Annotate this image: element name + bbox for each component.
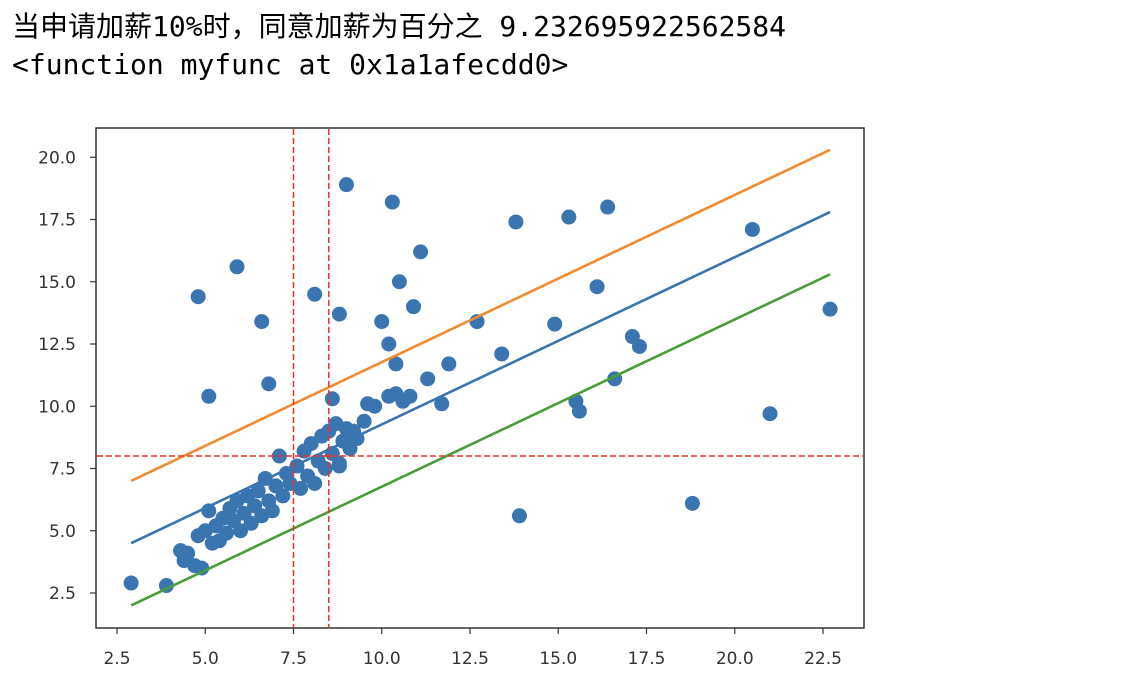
data-point — [243, 515, 259, 531]
data-point — [317, 461, 333, 476]
data-point — [275, 488, 291, 504]
y-tick-label: 2.5 — [49, 584, 76, 604]
data-point — [441, 356, 457, 372]
y-tick-label: 7.5 — [49, 460, 76, 480]
data-point — [402, 388, 418, 404]
data-point — [381, 336, 397, 352]
y-tick-label: 17.5 — [38, 211, 76, 231]
data-point — [494, 346, 510, 362]
output-line-function-repr: <function myfunc at 0x1a1afecdd0> — [12, 48, 569, 81]
data-point — [511, 508, 527, 524]
data-point — [388, 356, 404, 372]
x-tick-label: 10.0 — [363, 649, 401, 669]
data-point — [631, 338, 647, 354]
data-point — [420, 371, 436, 387]
data-point — [356, 413, 372, 429]
data-point — [331, 306, 347, 322]
data-point — [374, 314, 390, 330]
data-point — [264, 503, 280, 519]
data-point — [547, 316, 563, 332]
data-point — [123, 575, 139, 591]
data-point — [303, 436, 319, 452]
y-tick-label: 5.0 — [49, 522, 76, 542]
plot-area — [97, 129, 863, 627]
x-tick-label: 2.5 — [103, 649, 130, 669]
data-point — [261, 376, 277, 392]
x-tick-label: 7.5 — [280, 649, 307, 669]
y-tick-label: 15.0 — [38, 273, 76, 293]
output-line-result: 当申请加薪10%时，同意加薪为百分之 9.232695922562584 — [12, 10, 787, 43]
data-point — [324, 391, 340, 407]
data-point — [218, 525, 234, 541]
y-tick-label: 20.0 — [38, 148, 76, 168]
data-point — [406, 299, 422, 315]
upper-line — [130, 148, 831, 483]
data-point — [762, 406, 778, 422]
data-point — [250, 483, 266, 499]
x-tick-label: 22.5 — [804, 649, 842, 669]
data-point — [589, 279, 605, 295]
x-tick-label: 15.0 — [539, 649, 577, 669]
y-axis: 2.5 5.0 7.5 10.0 12.5 15.0 17.5 20.0 — [38, 148, 96, 604]
data-point — [190, 289, 206, 305]
fit-line — [130, 210, 831, 545]
data-point — [229, 259, 245, 275]
x-tick-label: 17.5 — [628, 649, 666, 669]
lower-line — [130, 273, 831, 607]
data-point — [254, 314, 270, 330]
data-point — [384, 194, 400, 210]
data-point — [391, 274, 407, 290]
axes-frame — [95, 127, 865, 629]
data-point — [201, 388, 217, 404]
y-tick-label: 12.5 — [38, 335, 76, 355]
data-point — [744, 221, 760, 237]
data-point — [233, 523, 249, 539]
data-point — [180, 545, 196, 561]
data-point — [600, 199, 616, 215]
data-point — [367, 398, 383, 414]
x-tick-label: 5.0 — [192, 649, 219, 669]
data-point — [684, 495, 700, 511]
data-point — [293, 480, 309, 496]
data-point — [571, 403, 587, 419]
x-tick-label: 12.5 — [451, 649, 489, 669]
data-point — [307, 286, 323, 302]
data-point — [561, 209, 577, 225]
data-point — [413, 244, 429, 260]
data-point — [822, 301, 838, 317]
x-tick-label: 20.0 — [716, 649, 754, 669]
data-point — [508, 214, 524, 230]
data-point — [194, 560, 210, 576]
data-point — [338, 177, 354, 193]
y-tick-label: 10.0 — [38, 397, 76, 417]
data-point — [434, 396, 450, 412]
data-point — [331, 458, 347, 474]
x-axis: 2.5 5.0 7.5 10.0 12.5 15.0 17.5 20.0 22.5 — [103, 628, 842, 669]
data-point — [307, 475, 323, 491]
